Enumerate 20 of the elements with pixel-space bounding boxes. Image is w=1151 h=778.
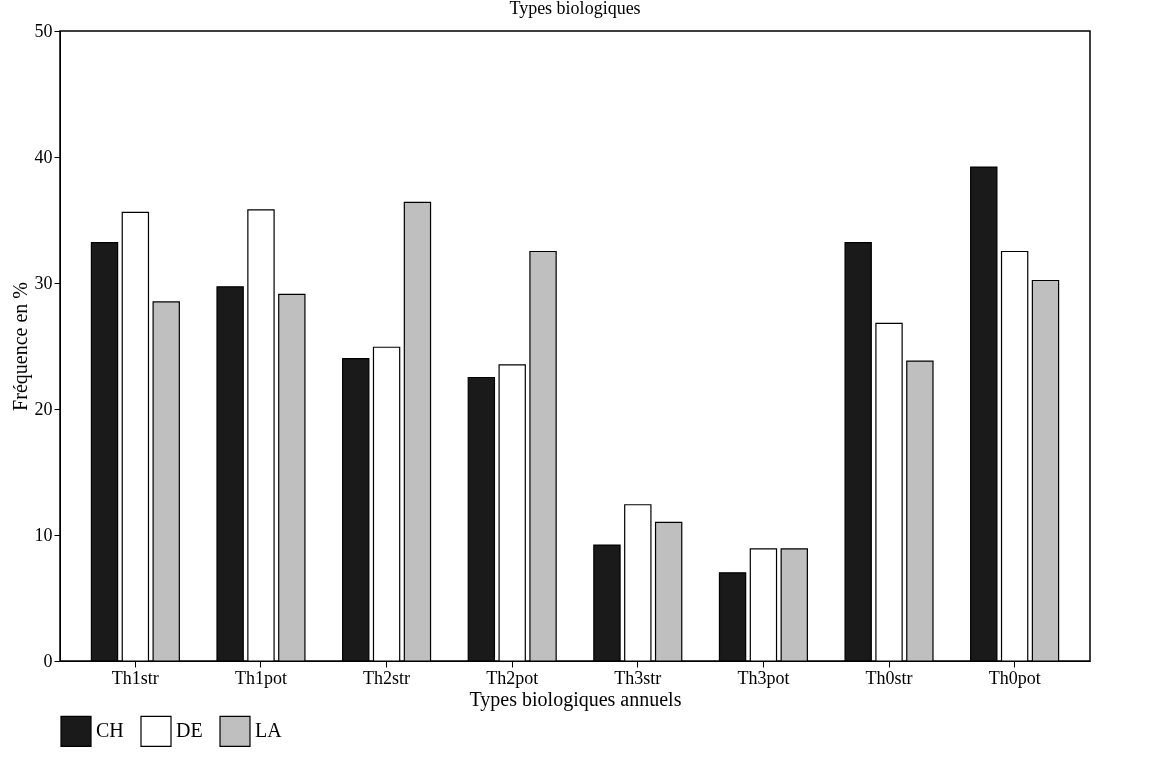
y-tick-label: 20 [34, 398, 53, 419]
y-tick-label: 50 [34, 20, 53, 41]
legend-label: LA [255, 719, 283, 742]
x-tick-label: Th2str [363, 667, 411, 688]
chart-title: Types biologiques [509, 0, 641, 18]
x-axis-title: Types biologiques annuels [469, 687, 682, 711]
x-tick-label: Th0str [865, 667, 913, 688]
legend-label: DE [176, 719, 203, 742]
y-tick-label: 40 [34, 146, 53, 167]
y-tick-label: 30 [34, 272, 53, 293]
x-tick-label: Th0pot [988, 667, 1041, 688]
x-tick-label: Th2pot [486, 667, 539, 688]
y-tick-label: 0 [43, 650, 53, 671]
x-tick-label: Th1str [111, 667, 159, 688]
x-tick-label: Th3str [614, 667, 662, 688]
y-axis-title: Fréquence en % [8, 282, 32, 411]
y-tick-label: 10 [34, 524, 53, 545]
x-tick-label: Th1pot [234, 667, 287, 688]
legend-label: CH [96, 719, 124, 742]
x-tick-label: Th3pot [737, 667, 790, 688]
